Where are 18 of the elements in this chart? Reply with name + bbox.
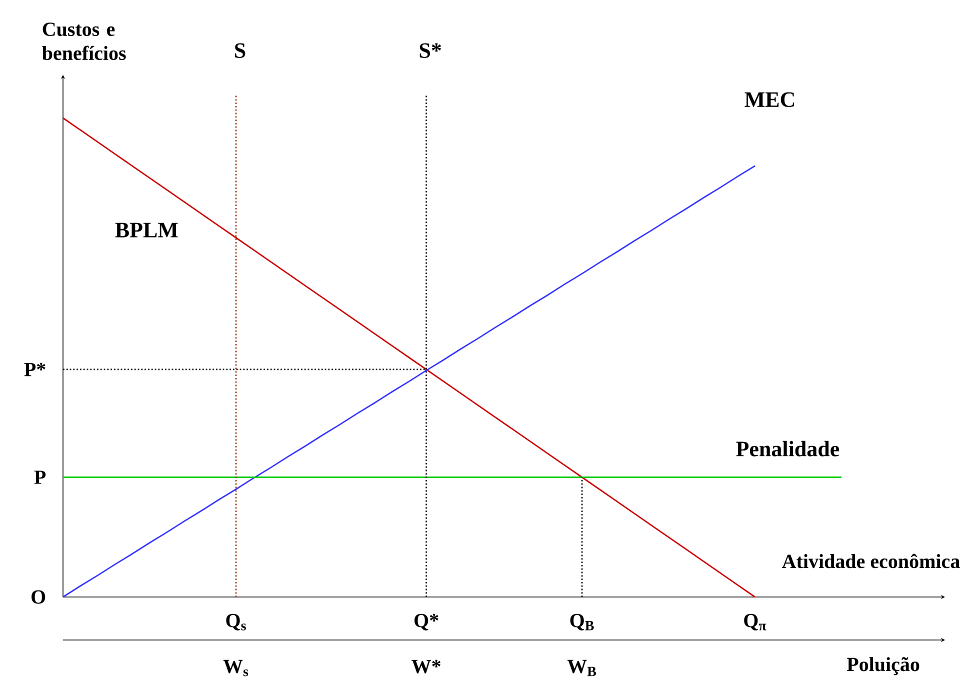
text: W$_{s}$ (223, 660, 248, 676)
text: W$_{B}$ (567, 660, 596, 676)
y-axis-title: Custos e benefícios (42, 22, 126, 60)
text: MEC (744, 92, 794, 108)
text: W* (412, 660, 440, 674)
text: P* (24, 362, 46, 376)
text: P (34, 470, 46, 484)
x-tick-label: Q$_{π}$ (744, 614, 766, 630)
series-label: Penalidade (736, 440, 840, 456)
text: O (32, 590, 46, 604)
ref-line-label: S (235, 43, 246, 58)
x-tick-label: Q$_{B}$ (570, 614, 594, 630)
x-tick-label: Q* (414, 614, 438, 630)
x-tick-label: Q$_{s}$ (226, 614, 246, 630)
x2-axis-title: Poluição (846, 657, 920, 676)
x-axis-title: Atividade econômica (782, 554, 960, 568)
ref-line-label: S* (420, 43, 442, 58)
series-label: BPLM (115, 222, 178, 238)
